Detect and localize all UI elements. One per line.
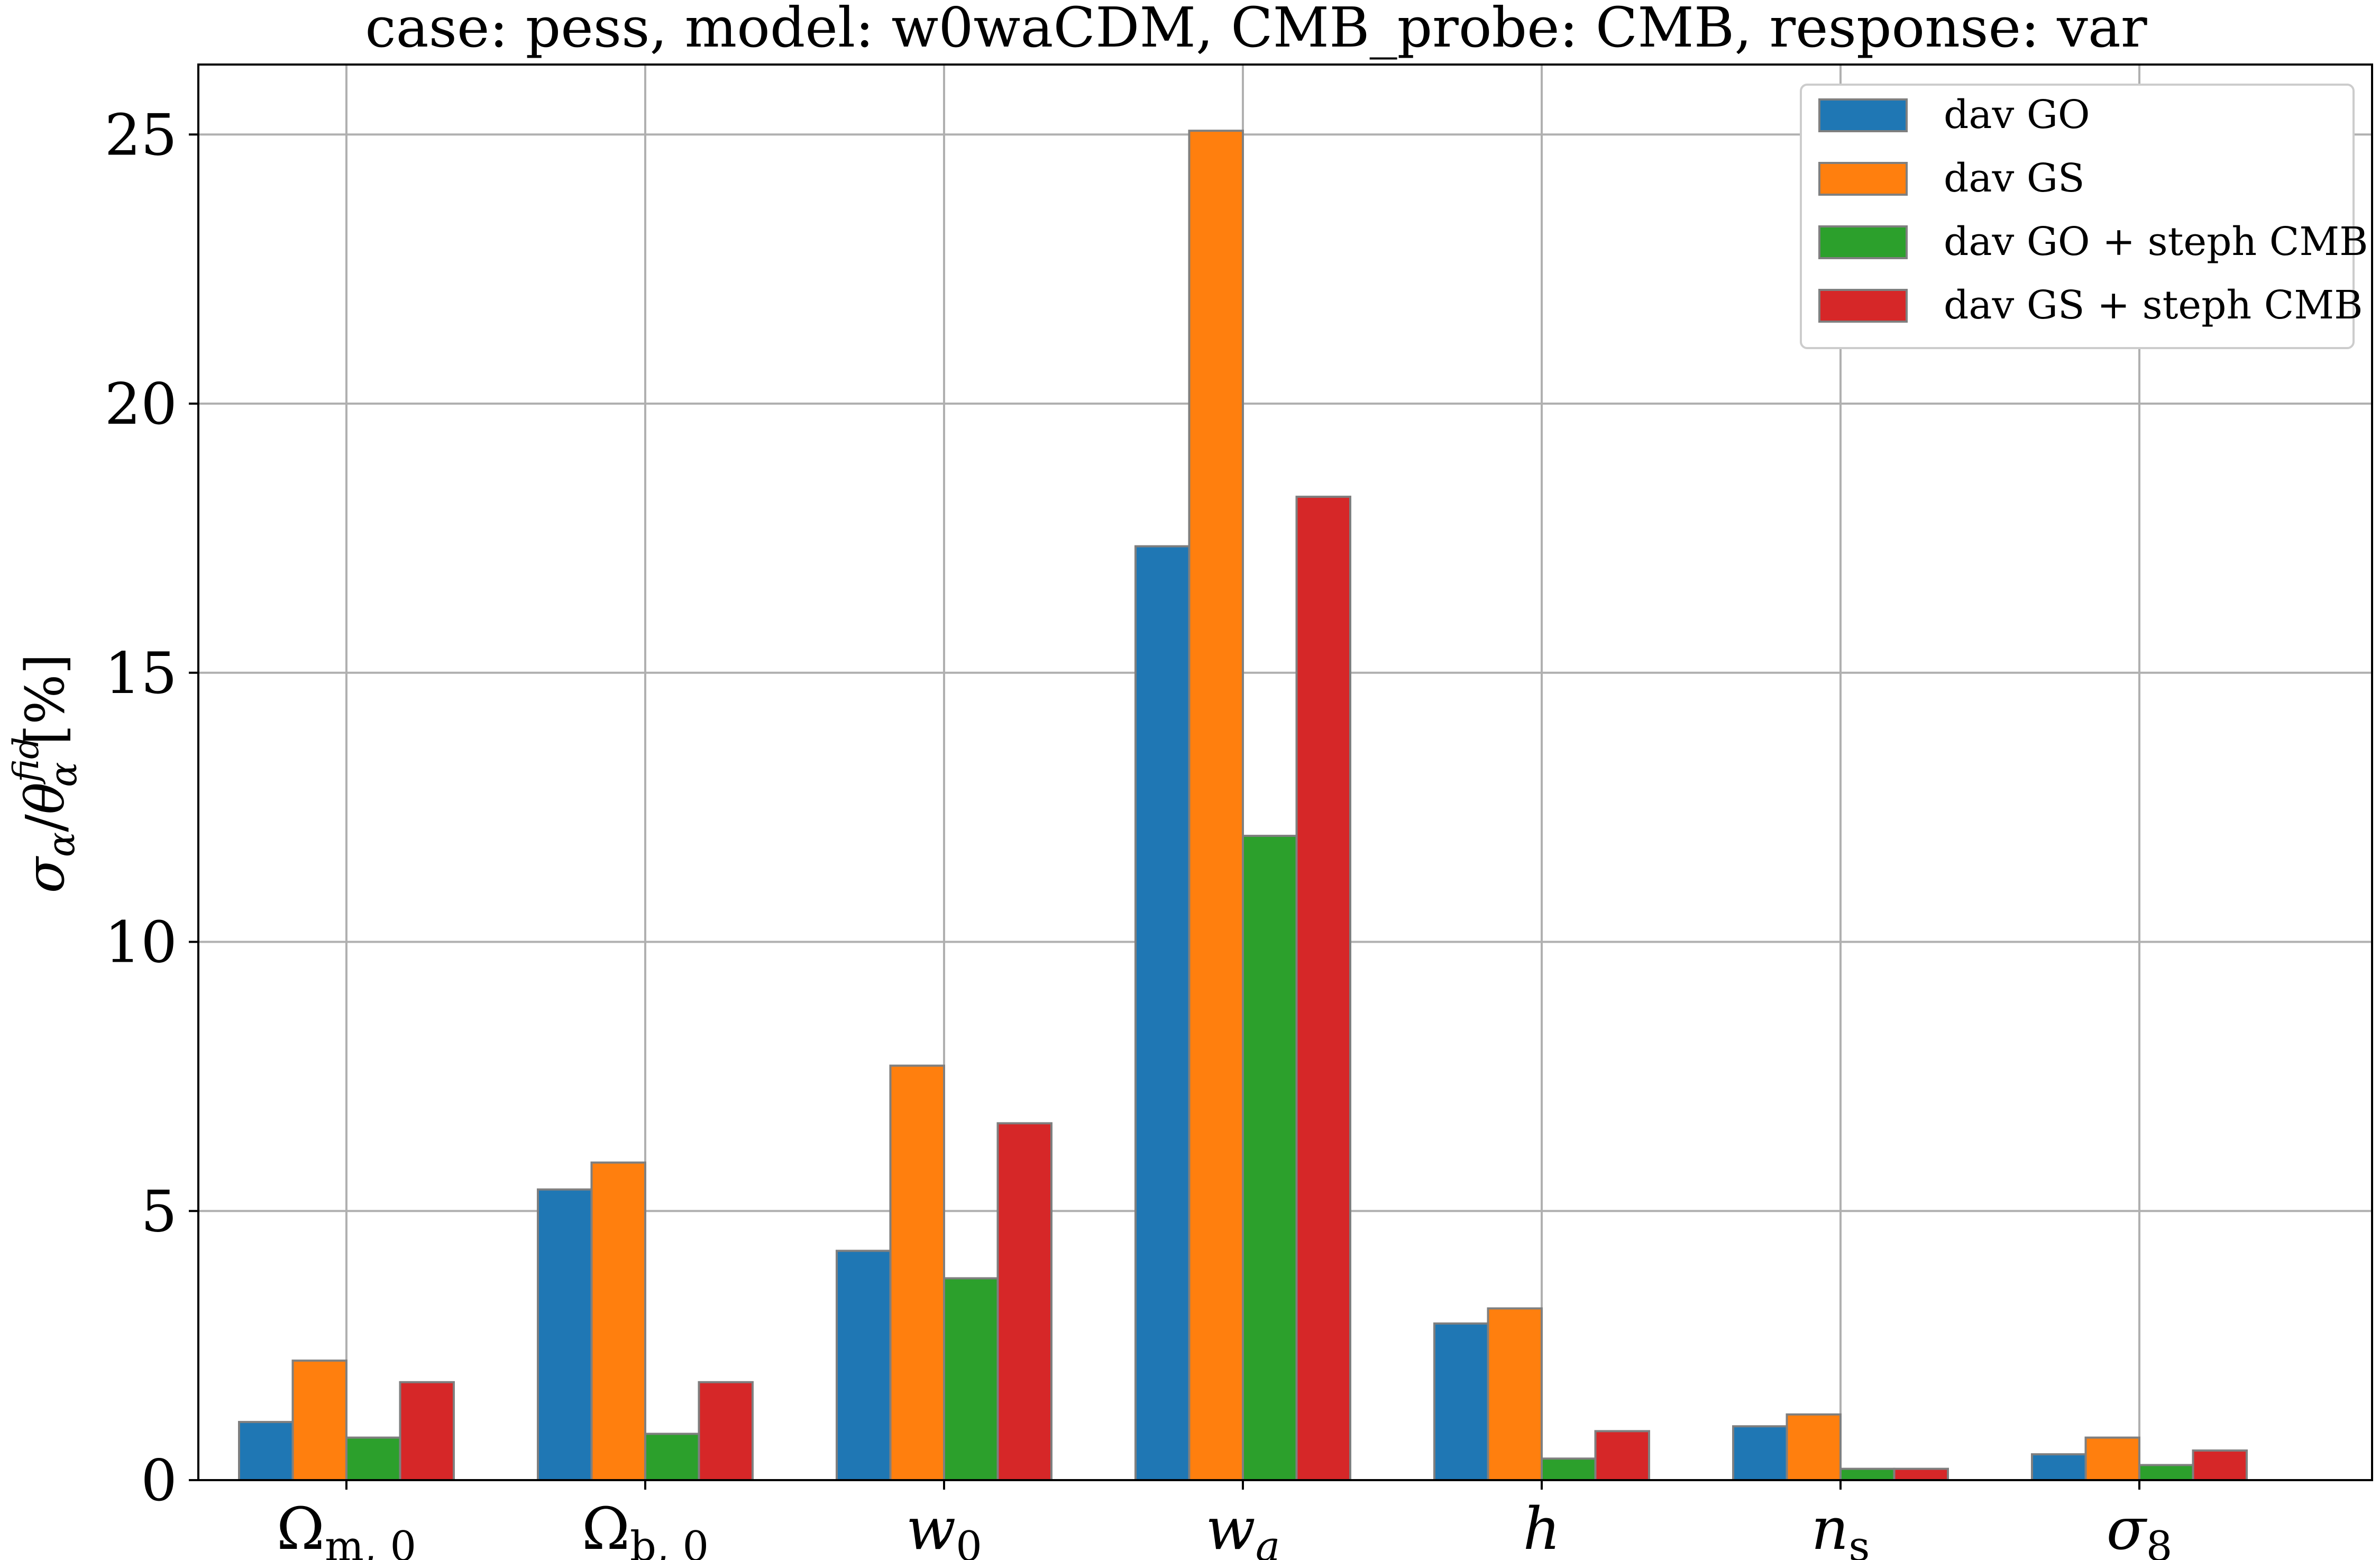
bar [2138, 1464, 2194, 1481]
bar [1433, 1322, 1489, 1481]
bar [943, 1277, 999, 1482]
bar [836, 1249, 892, 1482]
y-tick-label: 10 [105, 910, 177, 976]
bar [1541, 1457, 1597, 1481]
bar [2192, 1449, 2248, 1482]
legend: dav GO dav GS dav GO + steph CMB dav GS + s… [1800, 84, 2368, 349]
bar [1242, 835, 1298, 1481]
bar [1188, 130, 1244, 1481]
bar [590, 1161, 646, 1482]
bar [399, 1381, 455, 1481]
bar [1893, 1467, 1949, 1482]
plot-frame [197, 63, 2373, 1481]
legend-label: dav GS [1944, 156, 2085, 201]
x-ticks: Ωm, 0 Ωb, 0 w0 wa h ns σ8 [277, 1480, 2173, 1560]
y-tick-label: 0 [141, 1448, 177, 1514]
bar [291, 1360, 347, 1482]
y-axis-label: σα/θfidα [%] [6, 654, 85, 893]
legend-label: dav GO + steph CMB [1944, 219, 2368, 264]
bar [1487, 1307, 1543, 1482]
x-tick-label: Ωb, 0 [582, 1495, 709, 1560]
y-tick-label: 25 [105, 102, 177, 168]
legend-swatch [1818, 162, 1908, 196]
y-ticks: 0 5 10 15 20 25 [105, 102, 198, 1514]
legend-swatch [1818, 225, 1908, 259]
bar [996, 1122, 1052, 1481]
x-tick-label: w0 [906, 1495, 982, 1560]
y-tick-label: 5 [141, 1179, 177, 1245]
bar [889, 1064, 945, 1481]
legend-label: dav GO [1944, 92, 2090, 138]
x-tick-label: σ8 [2107, 1495, 2173, 1560]
legend-swatch [1818, 289, 1908, 323]
bar [1786, 1413, 1842, 1482]
bar [1732, 1425, 1788, 1482]
bars [238, 130, 2248, 1482]
x-tick-label: h [1523, 1495, 1561, 1560]
chart-title: case: pess, model: w0waCDM, CMB_probe: C… [365, 0, 2147, 60]
bar [1295, 496, 1351, 1481]
legend-label: dav GS + steph CMB [1944, 282, 2363, 328]
bar [1134, 545, 1191, 1481]
legend-box [1800, 84, 2355, 349]
x-tick-label: Ωm, 0 [277, 1495, 416, 1560]
x-tick-label: wa [1206, 1495, 1280, 1560]
legend-swatch [1818, 98, 1908, 132]
y-tick-label: 20 [105, 371, 177, 437]
bar [238, 1421, 294, 1482]
bar [2031, 1453, 2087, 1481]
bar [1594, 1430, 1650, 1482]
bar [2084, 1436, 2140, 1481]
y-tick-label: 15 [105, 641, 177, 707]
bar [537, 1188, 593, 1482]
bar [1839, 1467, 1896, 1482]
bar [644, 1433, 700, 1482]
bar [698, 1381, 754, 1481]
x-tick-label: ns [1811, 1495, 1870, 1560]
bar [345, 1436, 401, 1481]
